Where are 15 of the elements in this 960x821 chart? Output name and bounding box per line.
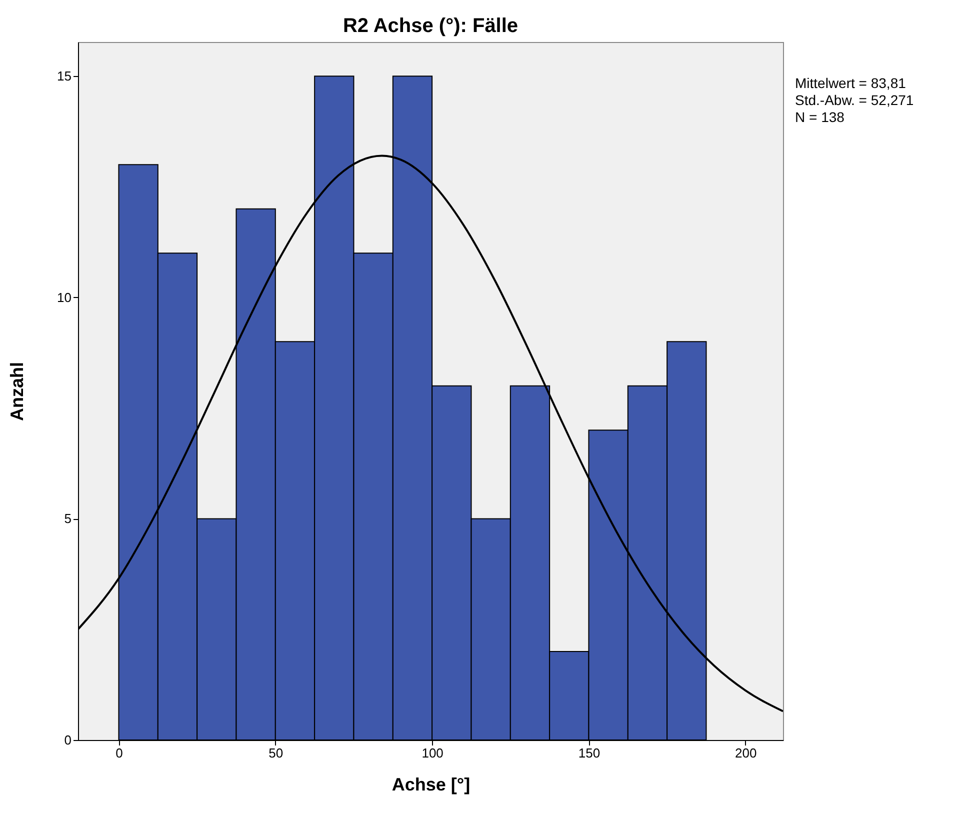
- x-tick-label: 50: [268, 746, 284, 760]
- text: Std.-Abw. = 52,271: [795, 92, 914, 109]
- y-axis-title: Anzahl: [7, 362, 28, 422]
- x-tick-label: 0: [116, 746, 123, 760]
- y-tick-label: 15: [57, 68, 72, 84]
- x-axis-title: Achse [°]: [392, 774, 470, 794]
- x-tick-label: 100: [422, 746, 444, 760]
- y-tick-label: 10: [57, 290, 72, 305]
- y-tick-label: 5: [64, 511, 72, 526]
- x-tick-label: 150: [578, 746, 600, 760]
- chart-title: R2 Achse (°): Fälle: [342, 15, 518, 37]
- x-tick-label: 200: [735, 746, 757, 760]
- text: Mittelwert = 83,81: [795, 75, 907, 92]
- y-tick-label: 0: [64, 732, 72, 748]
- text: N = 138: [795, 109, 846, 126]
